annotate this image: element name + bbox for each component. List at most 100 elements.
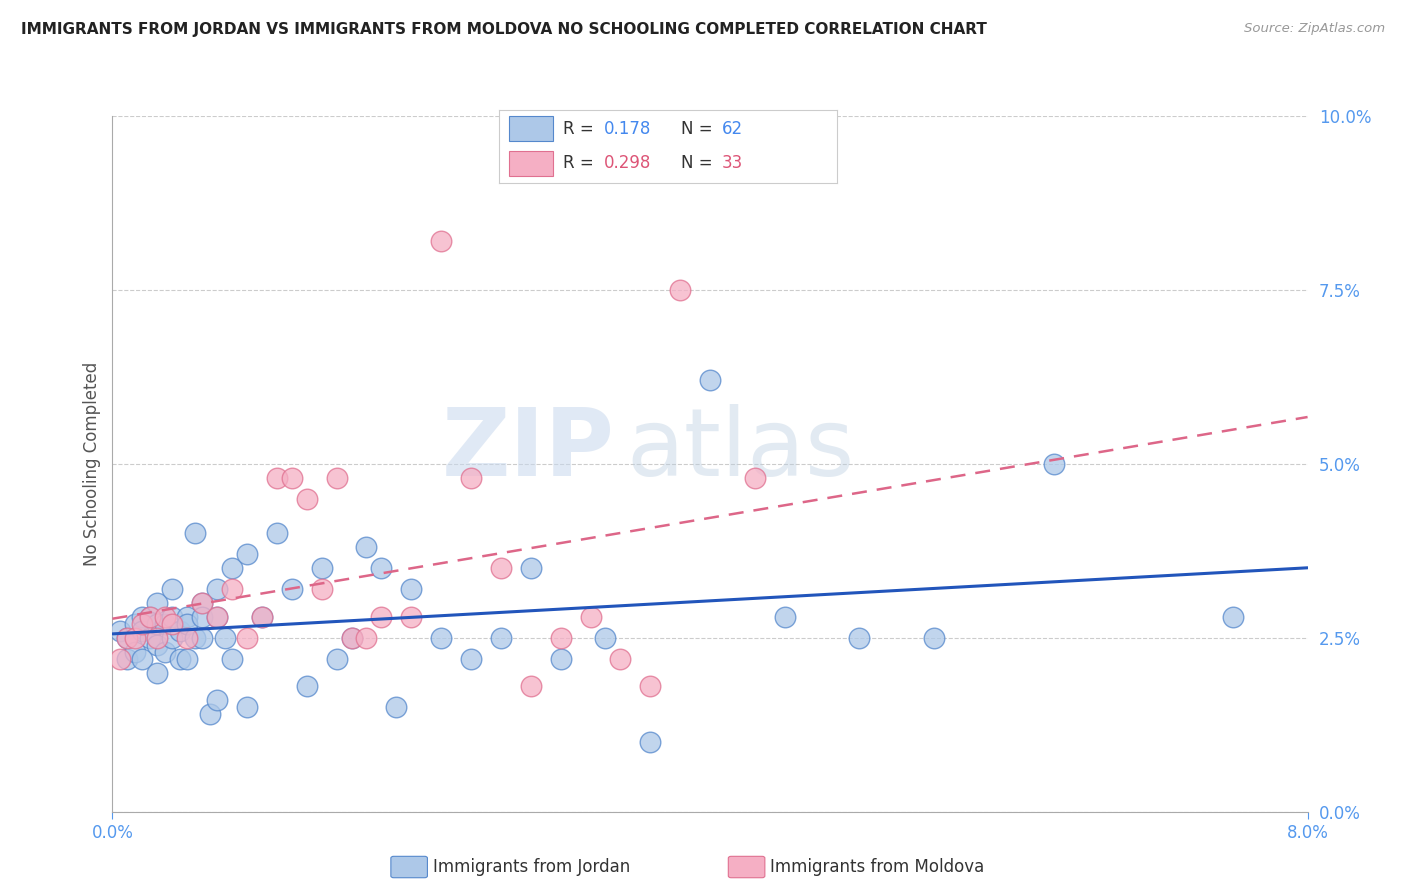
Point (169, 624, 191, 638)
Y-axis label: No Schooling Completed: No Schooling Completed (83, 362, 101, 566)
Text: Immigrants from Moldova: Immigrants from Moldova (770, 858, 984, 876)
Text: ZIP: ZIP (441, 404, 614, 496)
Point (236, 700, 259, 714)
Point (117, 631, 139, 645)
Point (460, 471, 482, 485)
Point (124, 616, 146, 631)
Point (848, 631, 870, 645)
Point (183, 526, 205, 541)
Point (744, 471, 766, 485)
Text: 33: 33 (721, 154, 744, 172)
Point (401, 582, 423, 596)
Point (146, 665, 169, 680)
Point (430, 234, 453, 248)
Point (609, 651, 631, 665)
Point (550, 651, 572, 665)
Point (108, 624, 131, 638)
Point (221, 582, 243, 596)
Point (153, 616, 176, 631)
Point (214, 631, 236, 645)
Point (124, 645, 146, 659)
Point (295, 491, 318, 506)
Point (669, 283, 692, 297)
Point (773, 610, 796, 624)
Text: 0.178: 0.178 (603, 120, 651, 137)
Point (236, 547, 259, 561)
Point (385, 700, 408, 714)
Point (595, 631, 617, 645)
Point (550, 631, 572, 645)
Point (638, 680, 661, 694)
Point (191, 631, 214, 645)
Text: 62: 62 (721, 120, 742, 137)
Point (325, 471, 347, 485)
Point (370, 610, 392, 624)
Point (1222, 610, 1244, 624)
Point (311, 561, 333, 575)
Point (311, 582, 333, 596)
Point (176, 631, 198, 645)
Text: R =: R = (564, 120, 599, 137)
Point (281, 471, 304, 485)
Point (169, 651, 191, 665)
Point (131, 624, 153, 638)
Bar (509, 151, 553, 176)
Point (191, 596, 214, 610)
Point (139, 610, 162, 624)
Point (146, 596, 169, 610)
Point (699, 373, 721, 387)
Point (579, 610, 602, 624)
Point (250, 610, 273, 624)
Point (460, 651, 482, 665)
Point (250, 610, 273, 624)
Point (162, 610, 183, 624)
Point (922, 631, 945, 645)
Point (176, 651, 198, 665)
Point (162, 582, 183, 596)
Text: IMMIGRANTS FROM JORDAN VS IMMIGRANTS FROM MOLDOVA NO SCHOOLING COMPLETED CORRELA: IMMIGRANTS FROM JORDAN VS IMMIGRANTS FRO… (21, 22, 987, 37)
Point (139, 631, 162, 645)
Point (236, 631, 259, 645)
Point (191, 610, 214, 624)
Point (325, 651, 347, 665)
Point (146, 631, 169, 645)
Point (183, 631, 205, 645)
Point (162, 631, 183, 645)
Point (356, 541, 378, 555)
Point (205, 693, 228, 707)
Point (124, 631, 146, 645)
Point (221, 651, 243, 665)
Point (489, 561, 512, 575)
Point (162, 616, 183, 631)
Point (153, 645, 176, 659)
Point (266, 471, 288, 485)
Text: atlas: atlas (626, 404, 855, 496)
Point (117, 651, 139, 665)
Text: 0.298: 0.298 (603, 154, 651, 172)
Point (401, 610, 423, 624)
Point (153, 610, 176, 624)
Point (131, 616, 153, 631)
Point (146, 616, 169, 631)
Point (340, 631, 363, 645)
Point (176, 610, 198, 624)
Point (281, 582, 304, 596)
Point (146, 638, 169, 652)
Point (221, 561, 243, 575)
Text: Source: ZipAtlas.com: Source: ZipAtlas.com (1244, 22, 1385, 36)
Point (370, 561, 392, 575)
Point (205, 610, 228, 624)
Text: R =: R = (564, 154, 599, 172)
Point (638, 735, 661, 749)
Point (205, 582, 228, 596)
Point (131, 610, 153, 624)
Point (139, 610, 162, 624)
Point (117, 631, 139, 645)
Bar (509, 116, 553, 141)
Point (191, 596, 214, 610)
Point (356, 631, 378, 645)
Point (176, 616, 198, 631)
Point (108, 651, 131, 665)
Point (205, 610, 228, 624)
Text: N =: N = (682, 154, 718, 172)
